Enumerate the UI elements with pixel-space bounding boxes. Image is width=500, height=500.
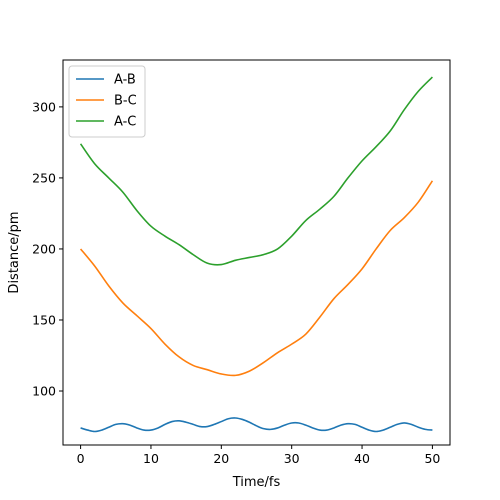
x-axis: 0 10 20 30 40 50	[77, 445, 440, 466]
y-tick-label: 200	[32, 241, 56, 256]
series-line-a-b	[80, 417, 433, 433]
x-tick-label: 50	[424, 451, 440, 466]
x-tick-label: 30	[284, 451, 300, 466]
x-axis-label: Time/fs	[232, 475, 281, 490]
legend-label: A-C	[114, 115, 136, 130]
y-axis: 100 150 200 250 300	[32, 99, 63, 399]
x-tick-label: 0	[77, 451, 85, 466]
y-axis-label: Distance/pm	[7, 211, 22, 293]
x-tick-label: 20	[213, 451, 229, 466]
legend-label: B-C	[114, 94, 137, 109]
legend-box	[68, 65, 146, 138]
y-tick-label: 100	[32, 384, 56, 399]
x-tick-label: 10	[143, 451, 159, 466]
axes-frame	[62, 59, 451, 446]
legend-label: A-B	[114, 73, 136, 88]
series-line-b-c	[79, 180, 434, 377]
x-tick-label: 40	[354, 451, 370, 466]
y-tick-label: 150	[32, 312, 56, 327]
y-tick-label: 250	[32, 170, 56, 185]
legend: A-B B-C A-C	[68, 65, 146, 138]
y-tick-label: 300	[32, 99, 56, 114]
series-layer	[79, 76, 434, 433]
series-line-a-c	[79, 76, 433, 266]
